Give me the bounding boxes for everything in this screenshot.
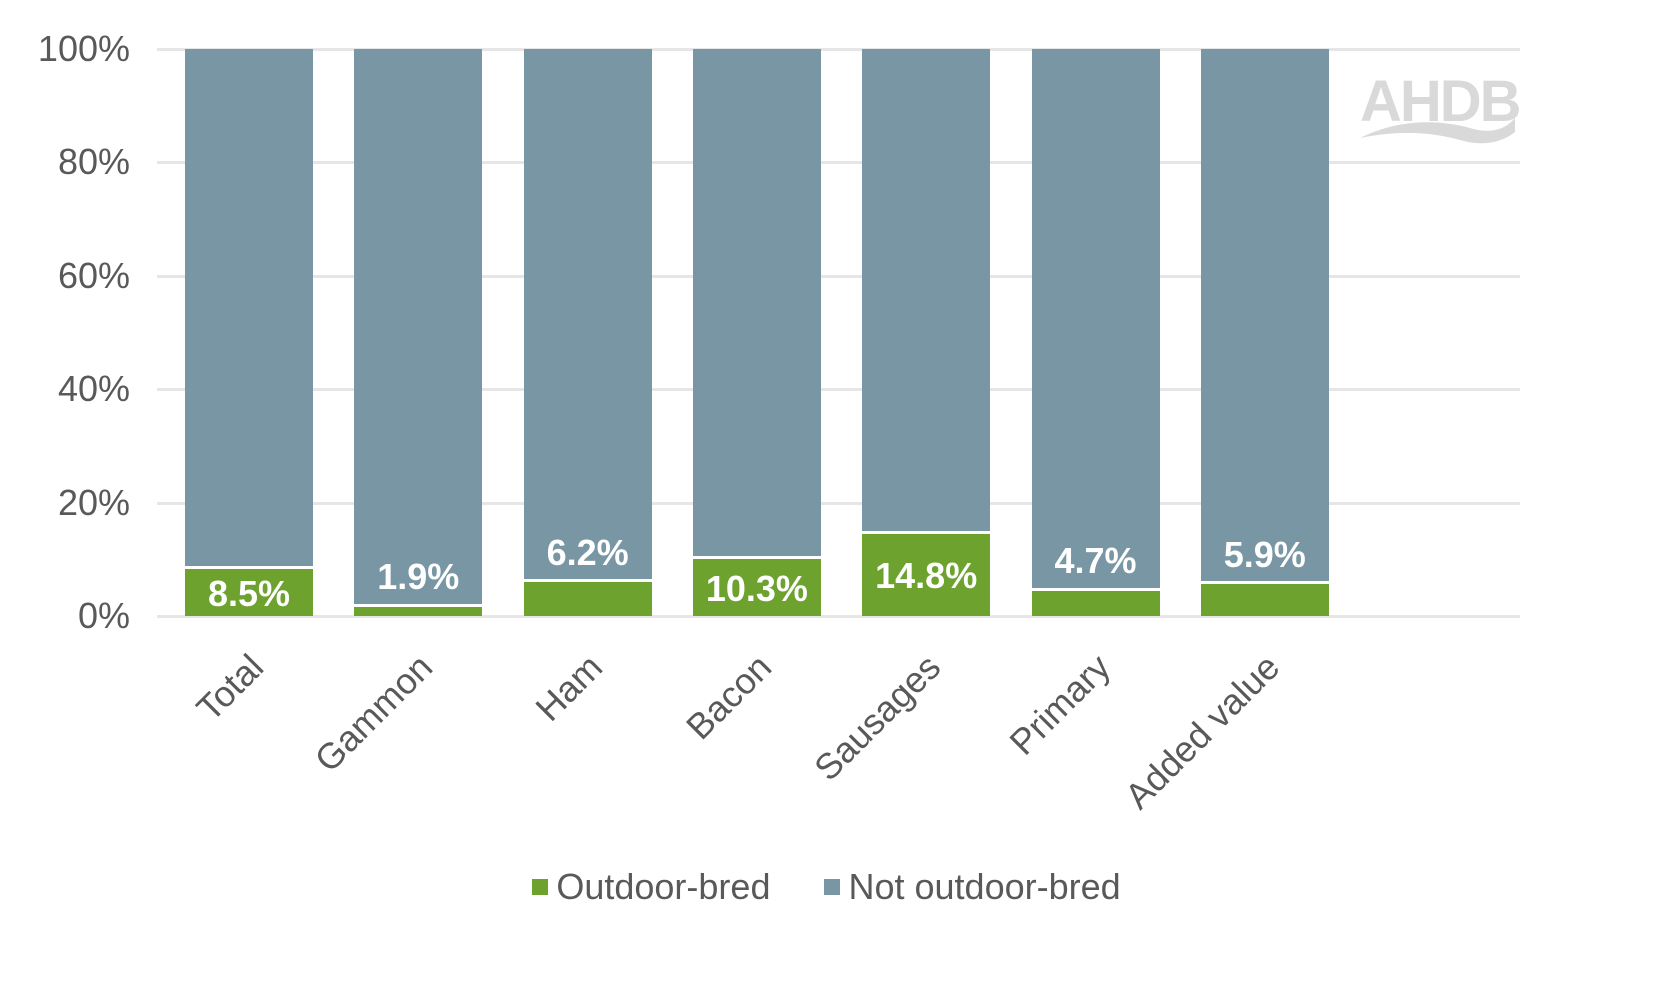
legend-label: Not outdoor-bred bbox=[848, 866, 1121, 907]
x-axis-label: Bacon bbox=[677, 646, 780, 748]
y-tick-label: 60% bbox=[57, 254, 130, 296]
gridline bbox=[157, 388, 1520, 392]
bar-not-outdoor-bred bbox=[1200, 49, 1329, 583]
bar-not-outdoor-bred bbox=[862, 49, 991, 533]
data-label: 14.8% bbox=[875, 555, 978, 597]
legend: Outdoor-bred Not outdoor-bred bbox=[0, 862, 1653, 908]
bar-outdoor-bred bbox=[692, 556, 821, 616]
x-axis-label: Primary bbox=[1000, 646, 1118, 763]
y-tick-label: 40% bbox=[57, 368, 130, 410]
bar-not-outdoor-bred bbox=[523, 49, 652, 581]
bar-outdoor-bred bbox=[185, 566, 313, 616]
bar-outdoor-bred bbox=[1200, 581, 1329, 616]
legend-swatch-grey bbox=[824, 879, 841, 895]
bar-not-outdoor-bred bbox=[354, 49, 483, 606]
bar-outdoor-bred bbox=[523, 579, 652, 616]
bar-not-outdoor-bred bbox=[1031, 49, 1160, 590]
data-label: 10.3% bbox=[705, 567, 808, 609]
gridline bbox=[157, 161, 1520, 165]
legend-swatch-green bbox=[532, 879, 549, 895]
bar-outdoor-bred bbox=[862, 530, 991, 616]
ahdb-logo: AHDB bbox=[1360, 68, 1522, 148]
x-axis-label: Ham bbox=[527, 646, 610, 729]
bar-outdoor-bred bbox=[354, 603, 483, 616]
bar-not-outdoor-bred bbox=[185, 49, 313, 568]
logo-wave-icon bbox=[1360, 118, 1515, 144]
legend-item-outdoor-bred: Outdoor-bred bbox=[532, 866, 770, 908]
legend-item-not-outdoor-bred: Not outdoor-bred bbox=[824, 866, 1121, 908]
data-label: 4.7% bbox=[1054, 540, 1137, 582]
bar-not-outdoor-bred bbox=[692, 49, 821, 558]
y-tick-label: 100% bbox=[37, 28, 130, 69]
y-tick-label: 0% bbox=[77, 595, 130, 636]
data-label: 6.2% bbox=[546, 531, 629, 573]
x-axis-label: Gammon bbox=[306, 646, 441, 780]
x-axis-label: Sausages bbox=[806, 646, 949, 789]
bar-outdoor-bred bbox=[1031, 587, 1160, 616]
data-label: 1.9% bbox=[377, 556, 460, 598]
x-axis-label: Total bbox=[188, 646, 272, 729]
data-label: 5.9% bbox=[1223, 533, 1306, 575]
y-tick-label: 20% bbox=[57, 481, 130, 523]
gridline bbox=[157, 501, 1520, 505]
x-axis-label: Added value bbox=[1116, 646, 1288, 817]
y-tick-label: 80% bbox=[57, 141, 130, 183]
legend-label: Outdoor-bred bbox=[556, 866, 771, 907]
gridline bbox=[157, 274, 1520, 278]
gridline bbox=[157, 48, 1520, 51]
gridline bbox=[157, 615, 1520, 618]
data-label: 8.5% bbox=[207, 572, 291, 614]
